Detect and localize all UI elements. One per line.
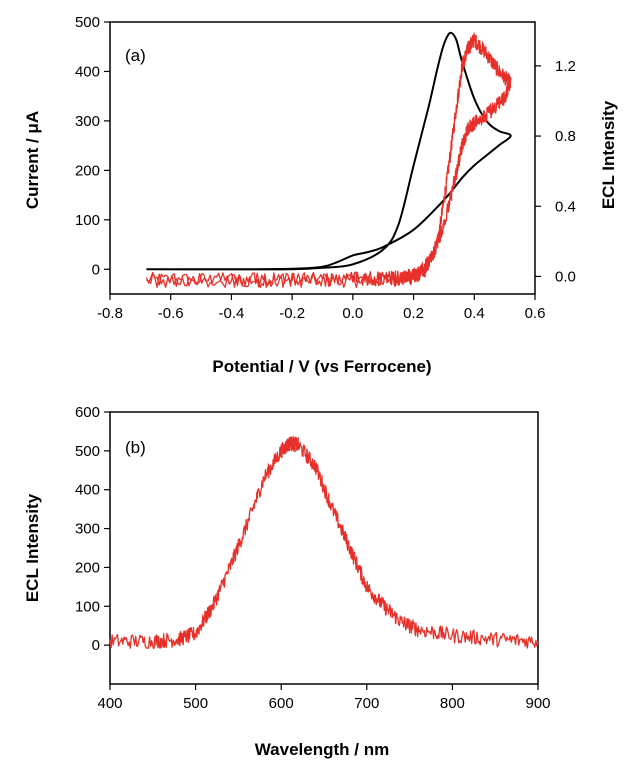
panel-label-b: (b)	[125, 438, 146, 457]
plot-frame-a	[109, 21, 536, 295]
y-tick-label: 0	[92, 261, 100, 278]
x-tick-label: 400	[97, 695, 122, 712]
x-axis-b: 400 500 600 700 800 900	[97, 684, 551, 712]
y-tick-label: 400	[75, 63, 100, 80]
y-tick-label: 500	[75, 443, 100, 460]
series-group-b	[109, 436, 539, 649]
y-tick-label: 500	[75, 14, 100, 31]
y2-axis-label-a: ECL Intensity	[599, 100, 618, 209]
x-tick-label: -0.8	[97, 305, 123, 322]
x-tick-label: 0.4	[464, 305, 485, 322]
y2-tick-label: 1.2	[555, 58, 576, 75]
x-tick-label: 800	[440, 695, 465, 712]
current-series-line	[146, 31, 512, 271]
x-tick-label: -0.6	[158, 305, 184, 322]
y-axis-right-a: 0.0 0.4 0.8 1.2	[535, 58, 576, 285]
y2-tick-label: 0.4	[555, 198, 576, 215]
series-group-a	[145, 31, 512, 289]
x-axis-label-b: Wavelength / nm	[255, 740, 389, 759]
ecl-spectrum-line	[109, 436, 539, 649]
y-axis-label-b: ECL Intensity	[23, 493, 42, 602]
plot-frame-b	[109, 411, 539, 685]
ecl-series-line	[145, 32, 512, 289]
y-axis-b: 0 100 200 300 400 500 600	[75, 404, 110, 654]
y-tick-label: 300	[75, 113, 100, 130]
y-tick-label: 0	[92, 637, 100, 654]
panel-label-a: (a)	[125, 46, 146, 65]
y-tick-label: 300	[75, 521, 100, 538]
y-tick-label: 600	[75, 404, 100, 421]
y-axis-left-a: 0 100 200 300 400 500	[75, 14, 110, 278]
y-tick-label: 100	[75, 598, 100, 615]
y2-tick-label: 0.8	[555, 128, 576, 145]
x-tick-label: 0.6	[525, 305, 546, 322]
y2-tick-label: 0.0	[555, 268, 576, 285]
x-tick-label: -0.2	[279, 305, 305, 322]
y-axis-label-a: Current / μA	[23, 111, 42, 209]
chart-panel-a: -0.8 -0.6 -0.4 -0.2 0.0 0.2 0.4 0.6 0 100 200 300 4…	[23, 14, 618, 376]
y-tick-label: 200	[75, 559, 100, 576]
x-tick-label: 0.0	[342, 305, 363, 322]
x-tick-label: -0.4	[218, 305, 244, 322]
chart-panel-b: 400 500 600 700 800 900 0 100 200 300 400 500 600 (…	[23, 404, 551, 759]
x-tick-label: 600	[269, 695, 294, 712]
x-axis-a: -0.8 -0.6 -0.4 -0.2 0.0 0.2 0.4 0.6	[97, 294, 545, 322]
x-tick-label: 0.2	[403, 305, 424, 322]
y-tick-label: 100	[75, 212, 100, 229]
x-axis-label-a: Potential / V (vs Ferrocene)	[212, 357, 431, 376]
y-tick-label: 200	[75, 162, 100, 179]
y-tick-label: 400	[75, 482, 100, 499]
x-tick-label: 700	[354, 695, 379, 712]
x-tick-label: 500	[183, 695, 208, 712]
x-tick-label: 900	[525, 695, 550, 712]
